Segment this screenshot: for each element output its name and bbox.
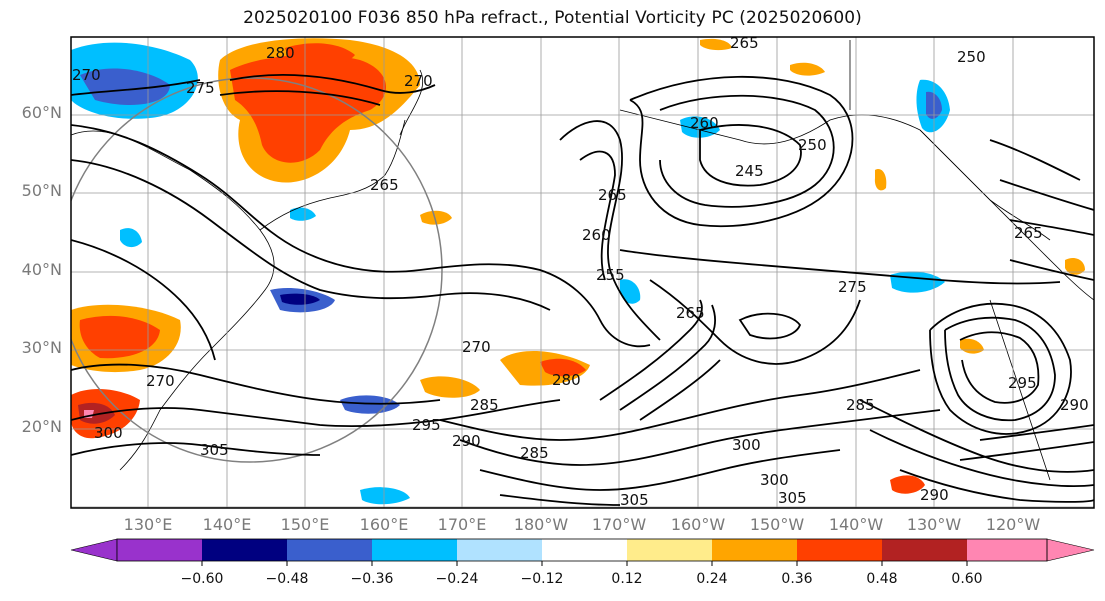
lon-label: 180°W — [513, 515, 569, 534]
contour-label: 270 — [404, 72, 433, 90]
contour-label: 275 — [186, 79, 215, 97]
colorbar-tick-label: 0.36 — [781, 571, 813, 587]
contour-label: 290 — [452, 432, 481, 450]
colorbar — [70, 538, 1095, 566]
lat-lon-grid — [71, 37, 1094, 508]
lon-label: 160°E — [359, 515, 409, 534]
lon-label: 130°W — [906, 515, 962, 534]
lat-label: 60°N — [21, 103, 62, 122]
contour-label: 300 — [760, 471, 789, 489]
lat-label: 20°N — [21, 417, 62, 436]
map-title: 2025020100 F036 850 hPa refract., Potent… — [243, 8, 862, 28]
lon-label: 140°E — [202, 515, 252, 534]
map-field: 280 275 270 270 265 265 250 245 265 260 … — [71, 34, 1094, 509]
contour-labels: 280 275 270 270 265 265 250 245 265 260 … — [72, 34, 1089, 509]
contour-label: 295 — [1008, 374, 1037, 392]
colorbar-tick-label: 0.60 — [951, 571, 983, 587]
contour-label: 280 — [552, 371, 581, 389]
lon-label: 150°W — [749, 515, 805, 534]
contour-label: 265 — [730, 34, 759, 52]
contour-label: 270 — [146, 372, 175, 390]
contour-label: 290 — [920, 486, 949, 504]
reference-circle — [71, 77, 443, 463]
contour-label: 265 — [676, 304, 705, 322]
colorbar-tick-label: −0.12 — [520, 571, 564, 587]
contour-label: 260 — [582, 226, 611, 244]
contour-label: 305 — [778, 489, 807, 507]
colorbar-tick-label: 0.12 — [611, 571, 643, 587]
contour-label: 300 — [732, 436, 761, 454]
colorbar-tick-label: −0.48 — [265, 571, 309, 587]
lon-label: 130°E — [123, 515, 173, 534]
lon-label: 150°E — [280, 515, 330, 534]
colorbar-tick-label: 0.48 — [866, 571, 898, 587]
lon-label: 140°W — [828, 515, 884, 534]
contour-label: 295 — [412, 416, 441, 434]
contour-label: 275 — [838, 278, 867, 296]
lat-label: 40°N — [21, 260, 62, 279]
lat-label: 50°N — [21, 181, 62, 200]
lon-label: 160°W — [670, 515, 726, 534]
colorbar-tick-label: 0.24 — [696, 571, 728, 587]
contour-label: 265 — [1014, 224, 1043, 242]
contour-label: 285 — [846, 396, 875, 414]
contour-label: 285 — [470, 396, 499, 414]
lat-label: 30°N — [21, 338, 62, 357]
contour-label: 285 — [520, 444, 549, 462]
contour-label: 290 — [1060, 396, 1089, 414]
coastlines — [71, 40, 1094, 481]
contour-label: 250 — [957, 48, 986, 66]
colorbar-tick-label: −0.24 — [435, 571, 479, 587]
contour-label: 270 — [72, 66, 101, 84]
contour-label: 260 — [690, 114, 719, 132]
contour-label: 280 — [266, 44, 295, 62]
contour-label: 305 — [620, 491, 649, 509]
lon-label: 170°E — [437, 515, 487, 534]
contour-label: 270 — [462, 338, 491, 356]
colorbar-tick-label: −0.36 — [350, 571, 394, 587]
contour-label: 255 — [596, 266, 625, 284]
colorbar-tick-label: −0.60 — [180, 571, 224, 587]
lon-label: 170°W — [591, 515, 647, 534]
lon-label: 120°W — [985, 515, 1041, 534]
contour-label: 300 — [94, 424, 123, 442]
contour-label: 305 — [200, 441, 229, 459]
contour-label: 245 — [735, 162, 764, 180]
contour-label: 250 — [798, 136, 827, 154]
contour-label: 265 — [370, 176, 399, 194]
contour-label: 265 — [598, 186, 627, 204]
contour-lines — [71, 73, 1094, 506]
map-frame — [70, 36, 1095, 509]
